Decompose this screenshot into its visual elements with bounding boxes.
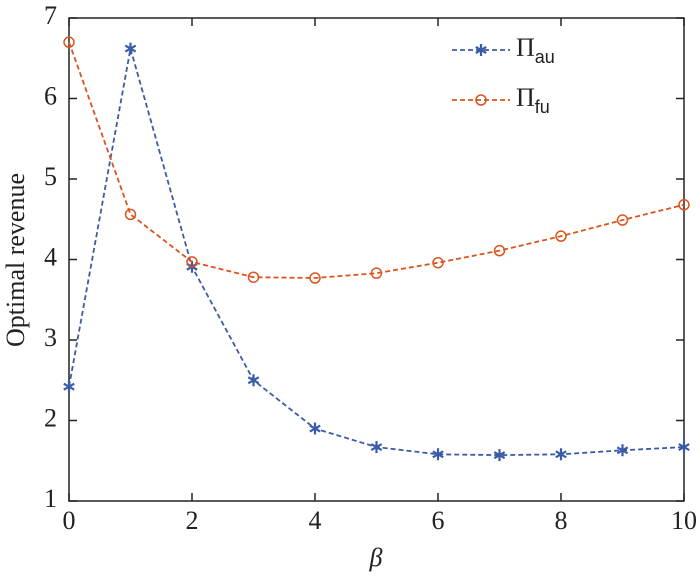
y-tick-label: 6 <box>44 81 57 110</box>
y-tick-label: 7 <box>44 1 57 30</box>
legend-marker <box>475 94 487 106</box>
marker <box>432 256 444 269</box>
marker <box>616 444 629 457</box>
marker <box>124 42 137 55</box>
marker <box>555 230 567 242</box>
y-axis-label: Optimal revenue <box>1 173 30 347</box>
marker <box>63 380 75 393</box>
series-line <box>68 48 685 457</box>
x-tick-label: 6 <box>432 506 445 535</box>
y-tick-label: 2 <box>44 403 57 432</box>
marker <box>432 448 444 461</box>
marker <box>555 448 567 461</box>
marker <box>678 199 690 211</box>
marker <box>370 441 383 454</box>
marker <box>247 271 260 283</box>
x-tick-label: 0 <box>63 506 76 535</box>
marker <box>309 272 321 284</box>
x-tick-label: 4 <box>309 506 322 535</box>
marker <box>493 244 506 257</box>
marker <box>247 374 260 387</box>
legend-marker <box>475 44 487 56</box>
marker <box>63 36 75 48</box>
x-tick-label: 10 <box>671 506 697 535</box>
marker <box>186 256 198 268</box>
y-tick-label: 5 <box>44 162 57 191</box>
marker <box>309 422 321 435</box>
x-tick-label: 8 <box>555 506 568 535</box>
y-tick-label: 1 <box>44 484 57 513</box>
marker <box>616 214 629 226</box>
y-tick-label: 4 <box>44 242 57 271</box>
series-line <box>68 41 685 279</box>
y-tick-label: 3 <box>44 323 57 352</box>
marker <box>678 441 690 454</box>
x-axis-label: β <box>369 543 383 572</box>
marker <box>370 267 383 279</box>
plot-frame <box>68 17 685 502</box>
marker <box>493 449 506 462</box>
marker <box>124 208 137 221</box>
x-tick-label: 2 <box>186 506 199 535</box>
legend-label: Πau <box>516 33 555 67</box>
legend-label: Πfu <box>516 83 550 117</box>
